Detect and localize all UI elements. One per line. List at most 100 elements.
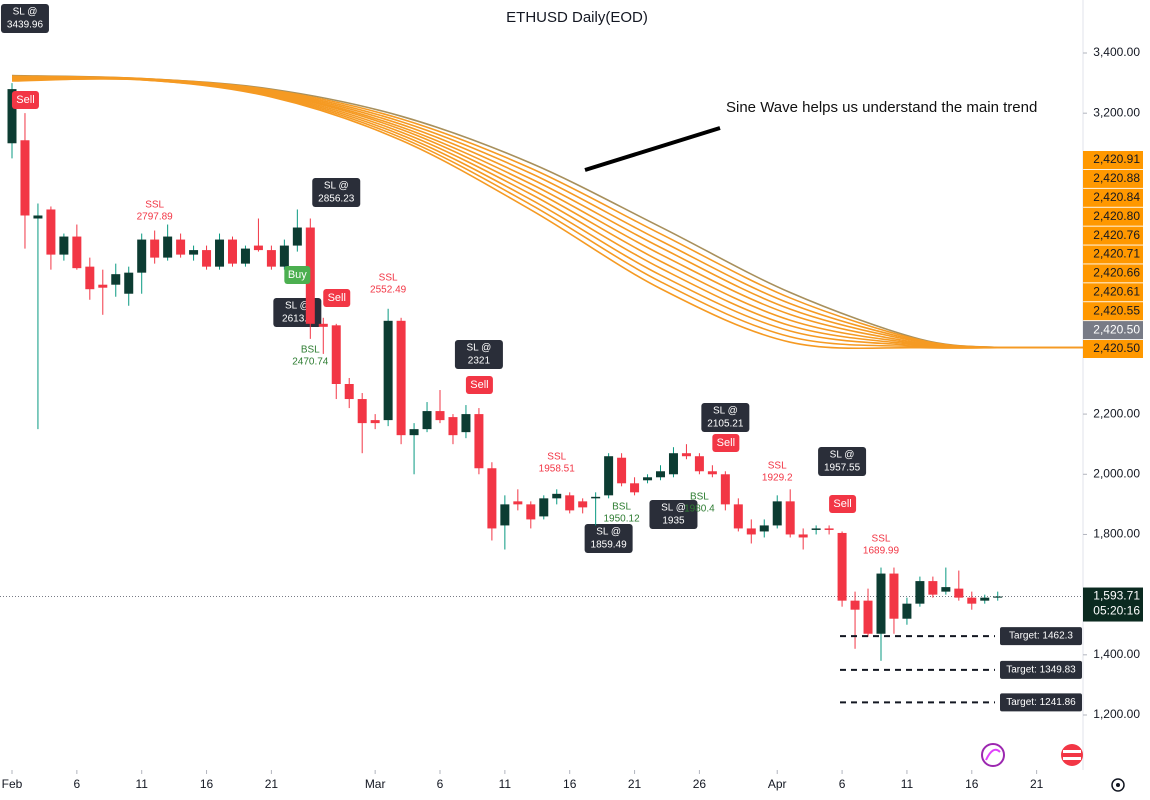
candle-body bbox=[279, 245, 289, 267]
candle-body bbox=[980, 597, 990, 601]
candle-body bbox=[915, 581, 925, 604]
x-tick-label: 21 bbox=[265, 777, 279, 791]
sell-box bbox=[465, 376, 493, 394]
y-tick-label: 2,000.00 bbox=[1093, 466, 1140, 480]
sell-box bbox=[712, 434, 740, 452]
candle-body bbox=[578, 501, 588, 508]
y-tick-label: 3,200.00 bbox=[1093, 105, 1140, 119]
candle-body bbox=[643, 477, 653, 481]
sine-price-box bbox=[1083, 264, 1143, 283]
x-tick-label: 6 bbox=[74, 777, 81, 791]
candle-body bbox=[798, 534, 808, 538]
y-tick-label: 1,400.00 bbox=[1093, 647, 1140, 661]
candle-body bbox=[124, 272, 134, 294]
candle-body bbox=[694, 456, 704, 472]
sl-value: 2613.0 bbox=[282, 314, 313, 325]
chart-title: ETHUSD Daily(EOD) bbox=[506, 9, 648, 26]
sl-value: 1859.49 bbox=[591, 540, 628, 551]
candle-body bbox=[72, 236, 82, 269]
ssl-value: 1689.99 bbox=[863, 546, 900, 557]
ssl-text: SSL bbox=[379, 273, 398, 284]
bsl-text: BSL bbox=[301, 345, 320, 356]
candle-body bbox=[474, 414, 484, 469]
sl-text: SL @ bbox=[13, 7, 38, 18]
candle-body bbox=[253, 245, 263, 251]
sine-price-box bbox=[1083, 169, 1143, 188]
sine-price-box bbox=[1083, 151, 1143, 169]
candle-body bbox=[189, 250, 199, 255]
sine-price-label: 2,420.71 bbox=[1093, 247, 1140, 261]
target-box bbox=[1000, 693, 1082, 712]
x-tick-label: 6 bbox=[839, 777, 846, 791]
sl-text: SL @ bbox=[661, 503, 686, 514]
target-box bbox=[1000, 627, 1082, 646]
sine-price-box bbox=[1083, 340, 1143, 358]
sl-text: SL @ bbox=[324, 181, 349, 192]
candle-body bbox=[461, 414, 471, 433]
annotation: Sine Wave helps us understand the main t… bbox=[726, 99, 1038, 116]
sl-text: SL @ bbox=[285, 301, 310, 312]
icon bbox=[985, 748, 1001, 761]
candle-body bbox=[811, 528, 821, 530]
sl-box bbox=[454, 340, 503, 369]
sine-price-label: 2,420.66 bbox=[1093, 266, 1140, 280]
sl-value: 2856.23 bbox=[318, 194, 355, 205]
candle-body bbox=[889, 573, 899, 619]
sl-marker: SL @ 2321 bbox=[454, 340, 503, 369]
buy-box bbox=[284, 266, 311, 284]
candle-body bbox=[85, 266, 95, 290]
sine-price-box bbox=[1083, 283, 1143, 302]
sl-text: SL @ bbox=[830, 450, 855, 461]
candle-body bbox=[604, 456, 614, 496]
x-tick-label: 26 bbox=[693, 777, 707, 791]
candle-body bbox=[344, 384, 354, 400]
candle-body bbox=[422, 411, 432, 430]
sine-price-label: 2,420.84 bbox=[1093, 190, 1140, 204]
sine-price-label: 2,420.88 bbox=[1093, 171, 1140, 185]
candle-body bbox=[941, 587, 951, 592]
candle-body bbox=[7, 89, 17, 144]
bsl-text: BSL bbox=[612, 502, 631, 513]
candle-body bbox=[176, 239, 186, 255]
buy-text: Buy bbox=[288, 269, 307, 281]
candle-body bbox=[318, 323, 328, 327]
icon bbox=[1061, 744, 1083, 766]
icon bbox=[1063, 750, 1081, 753]
settings-icon[interactable] bbox=[1111, 778, 1125, 792]
candle-body bbox=[772, 501, 782, 526]
candle-body bbox=[435, 411, 445, 421]
candle-body bbox=[383, 320, 393, 421]
sell-text: Sell bbox=[16, 94, 34, 106]
ssl-text: SSL bbox=[768, 461, 787, 472]
sl-marker: SL @ 1859.49 bbox=[584, 524, 633, 553]
candle-body bbox=[202, 250, 212, 267]
x-tick-label: 11 bbox=[901, 777, 914, 791]
sl-text: SL @ bbox=[596, 527, 621, 538]
candle-body bbox=[630, 483, 640, 493]
icons bbox=[981, 743, 1125, 792]
ssl-text: SSL bbox=[145, 200, 164, 211]
candle-body bbox=[591, 496, 601, 499]
candle-body bbox=[539, 498, 549, 517]
sine-price-box bbox=[1083, 207, 1143, 226]
last-price-box bbox=[1083, 587, 1143, 622]
x-tick-label: 16 bbox=[200, 777, 214, 791]
annotation-arrow bbox=[584, 126, 721, 172]
sl-text: SL @ bbox=[713, 406, 738, 417]
sine-price-label: 2,420.50 bbox=[1093, 341, 1140, 355]
settings-icon bbox=[1116, 783, 1120, 787]
candle-body bbox=[33, 215, 43, 219]
sine-price-label: 2,420.76 bbox=[1093, 228, 1140, 242]
candle-body bbox=[448, 417, 458, 436]
candle-body bbox=[137, 239, 147, 273]
sell-box bbox=[11, 91, 39, 109]
x-tick-label: 11 bbox=[499, 777, 512, 791]
candle-body bbox=[513, 501, 523, 505]
ssl-text: SSL bbox=[547, 452, 566, 463]
price-line-label: 2,420.50 bbox=[1093, 322, 1140, 336]
candle-body bbox=[876, 573, 886, 634]
x-tick-label: 16 bbox=[965, 777, 979, 791]
candle-body bbox=[292, 227, 302, 246]
